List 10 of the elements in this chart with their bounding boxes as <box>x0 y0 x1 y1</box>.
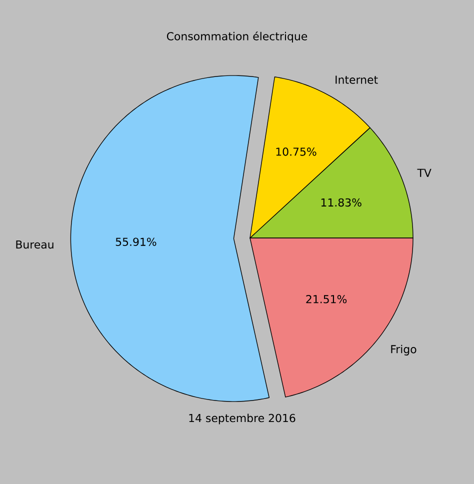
slice-label: Frigo <box>391 344 416 356</box>
chart-title: Consommation électrique <box>166 31 308 43</box>
data-label: 55.91% <box>116 238 156 246</box>
data-label: 21.51% <box>306 295 347 304</box>
slice-label: Internet <box>336 76 378 84</box>
slice-label: TV <box>417 168 432 177</box>
slice-label: Bureau <box>16 240 54 249</box>
data-label: 10.75% <box>276 148 316 156</box>
text: 14 septembre 2016 <box>189 414 296 424</box>
data-label: 11.83% <box>321 198 362 207</box>
